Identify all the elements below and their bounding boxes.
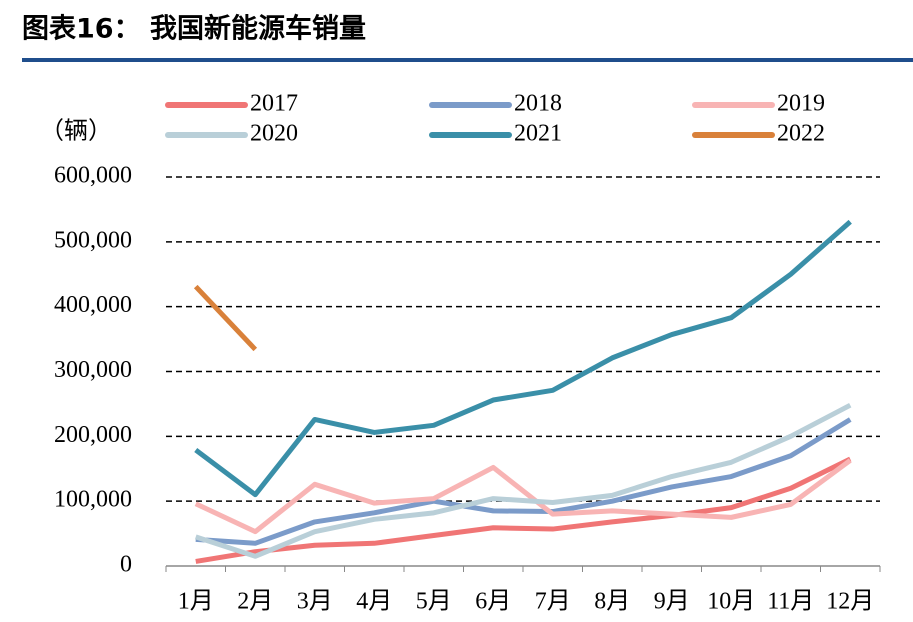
y-tick-label: 600,000	[54, 163, 132, 189]
legend-label: 2018	[514, 91, 562, 117]
x-tick-label: 1月	[178, 589, 214, 615]
series-line	[194, 458, 852, 535]
series-line	[195, 456, 852, 564]
x-tick-label: 9月	[654, 589, 690, 615]
legend-label: 2020	[250, 121, 298, 147]
chart-title: 图表16： 我国新能源车销量	[22, 13, 366, 45]
x-tick-label: 11月	[767, 589, 814, 615]
x-tick-label: 3月	[297, 589, 333, 615]
y-axis-label: （辆）	[40, 118, 112, 145]
series-line	[195, 417, 852, 546]
y-tick-label: 300,000	[54, 357, 132, 383]
x-tick-label: 5月	[416, 589, 452, 615]
x-tick-label: 6月	[475, 589, 511, 615]
legend-label: 2017	[250, 91, 298, 117]
x-tick-label: 4月	[356, 589, 392, 615]
legend-label: 2022	[777, 121, 825, 147]
legend-label: 2021	[514, 121, 562, 147]
series-line	[194, 402, 852, 559]
legend-label: 2019	[777, 91, 825, 117]
y-tick-label: 200,000	[54, 422, 132, 448]
y-tick-label: 400,000	[54, 292, 132, 318]
title-rule	[22, 58, 913, 62]
x-tick-label: 2月	[237, 589, 273, 615]
x-tick-label: 8月	[594, 589, 630, 615]
x-tick-label: 7月	[535, 589, 571, 615]
x-tick-label: 12月	[826, 589, 874, 615]
y-tick-label: 100,000	[54, 487, 132, 513]
y-tick-label: 500,000	[54, 227, 132, 253]
y-tick-label: 0	[120, 552, 132, 578]
x-tick-label: 10月	[707, 589, 755, 615]
series-line	[193, 284, 258, 352]
series-line	[194, 219, 852, 498]
